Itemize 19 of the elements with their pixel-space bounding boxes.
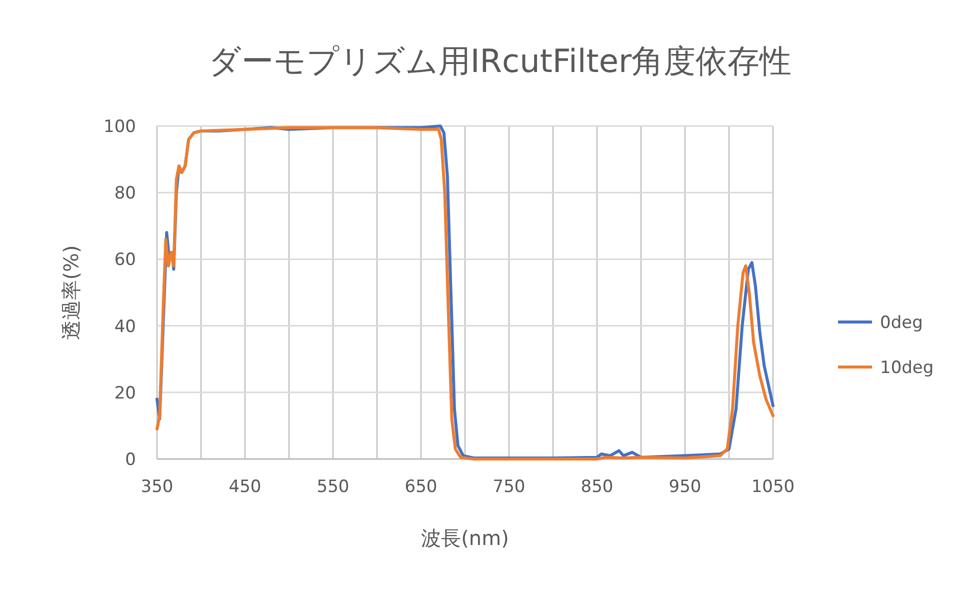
y-tick-label: 80 — [114, 184, 136, 204]
legend-label: 10deg — [880, 358, 934, 378]
x-tick-label: 850 — [580, 477, 614, 497]
x-axis-title: 波長(nm) — [421, 526, 509, 550]
x-tick-label: 550 — [316, 477, 350, 497]
x-tick-label: 950 — [668, 477, 702, 497]
y-tick-label: 60 — [114, 250, 136, 270]
x-tick-label: 650 — [404, 477, 438, 497]
x-tick-label: 1050 — [751, 477, 795, 497]
legend-label: 0deg — [880, 313, 923, 333]
y-tick-label: 40 — [114, 316, 136, 337]
chart-title: ダーモプリズム用IRcutFilter角度依存性 — [208, 42, 792, 80]
y-axis-title: 透過率(%) — [59, 245, 83, 340]
y-tick-label: 100 — [104, 117, 136, 137]
y-tick-label: 0 — [125, 450, 136, 470]
x-tick-label: 450 — [228, 477, 262, 497]
y-tick-label: 20 — [114, 383, 136, 404]
x-tick-label: 750 — [492, 477, 526, 497]
x-tick-label: 350 — [140, 477, 174, 497]
